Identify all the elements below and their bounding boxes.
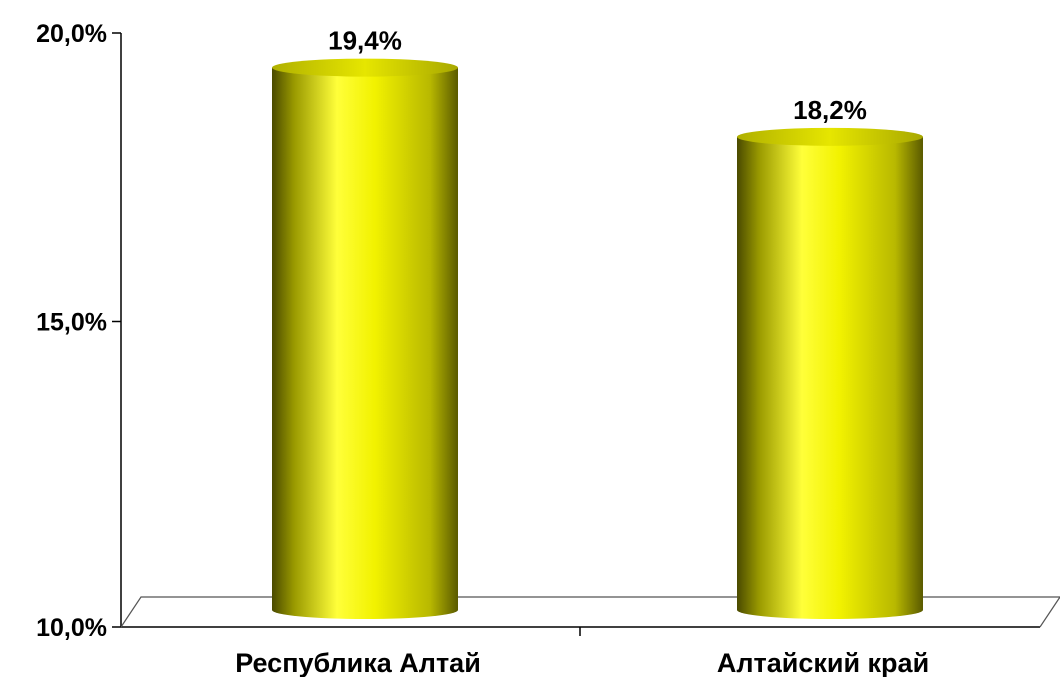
y-tick-label: 10,0% bbox=[36, 614, 107, 642]
data-label: 18,2% bbox=[793, 95, 867, 125]
category-label: Республика Алтай bbox=[235, 648, 481, 677]
x-axis-right-edge bbox=[1039, 596, 1060, 628]
bar-body bbox=[737, 136, 923, 620]
bar-2: 18,2% bbox=[737, 95, 923, 620]
bar-top-cap bbox=[737, 127, 923, 146]
bar-top-cap bbox=[272, 58, 458, 77]
data-label: 19,4% bbox=[328, 26, 402, 56]
bar-1: 19,4% bbox=[272, 26, 458, 620]
category-labels: Республика Алтай Алтайский край bbox=[235, 648, 929, 677]
bar-body bbox=[272, 67, 458, 620]
y-tick-label: 20,0% bbox=[36, 20, 107, 48]
bars: 19,4% 18,2% bbox=[272, 26, 923, 620]
y-tick-label: 15,0% bbox=[36, 309, 107, 337]
y-axis-ticks: 10,0% 15,0% 20,0% bbox=[36, 20, 121, 642]
category-label: Алтайский край bbox=[717, 648, 929, 677]
